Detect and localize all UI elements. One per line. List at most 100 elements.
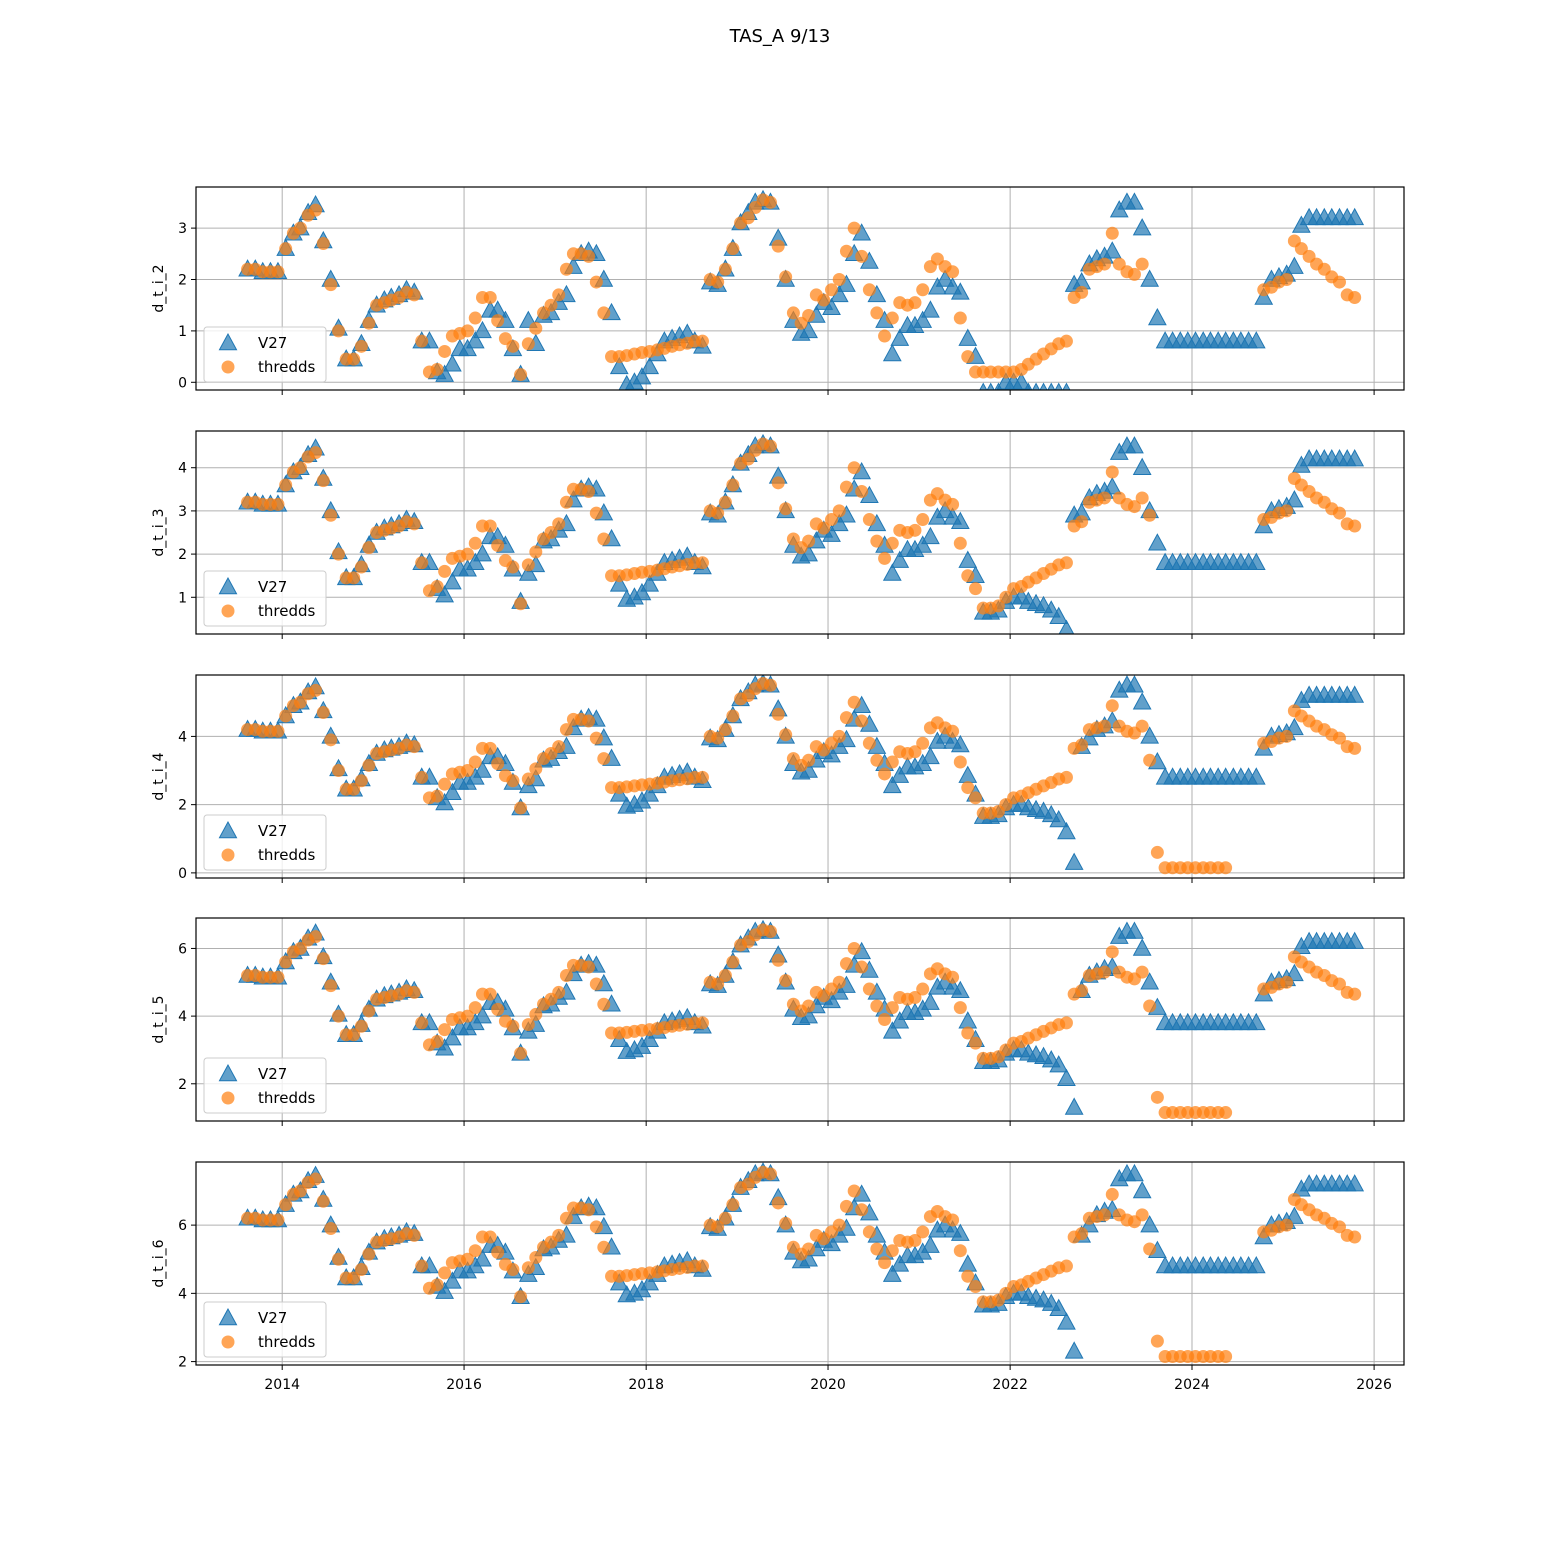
y-tick-label: 2	[178, 1355, 187, 1371]
legend-v27-marker	[218, 332, 238, 351]
thredds-point	[916, 283, 930, 297]
thredds-point	[953, 755, 967, 769]
thredds-point	[1135, 257, 1149, 271]
v27-point	[1125, 1163, 1144, 1182]
thredds-point	[916, 1225, 930, 1239]
thredds-point	[969, 791, 983, 805]
v27-point	[465, 552, 485, 570]
thredds-point	[1135, 1208, 1149, 1222]
subplot-5: 2 4 6 d_t_i_6 2014 2016 2018 2020 2022 2024 2026 V2…	[151, 1161, 1405, 1393]
thredds-point	[718, 1211, 732, 1225]
legend-box	[203, 570, 327, 627]
legend-box	[203, 1301, 327, 1358]
thredds-point	[878, 329, 892, 343]
thredds-point	[953, 1244, 967, 1258]
v27-point	[1345, 449, 1365, 467]
thredds-point	[597, 1240, 611, 1254]
data-markers	[238, 433, 1365, 634]
v27-point	[950, 734, 970, 753]
legend-v27-marker	[218, 820, 238, 839]
thredds-point	[506, 1262, 520, 1276]
thredds-point	[1219, 1349, 1233, 1363]
thredds-point	[885, 755, 899, 769]
thredds-point	[544, 298, 558, 312]
thredds-point	[953, 536, 967, 550]
thredds-point	[514, 1046, 528, 1060]
thredds-point	[324, 733, 338, 747]
v27-point	[882, 1021, 902, 1039]
thredds-point	[786, 532, 800, 546]
thredds-point	[802, 534, 816, 548]
thredds-point	[438, 777, 452, 791]
thredds-point	[1150, 1334, 1164, 1348]
thredds-point	[559, 495, 573, 509]
thredds-point	[293, 1184, 307, 1198]
thredds-point	[347, 352, 361, 366]
v27-point	[435, 1281, 455, 1299]
thredds-point	[1135, 719, 1149, 733]
thredds-point	[362, 541, 376, 555]
thredds-point	[885, 1001, 899, 1015]
thredds-point	[726, 709, 740, 723]
thredds-point	[331, 764, 345, 778]
thredds-point	[726, 1198, 740, 1212]
thredds-point	[779, 974, 793, 988]
v27-point	[640, 1029, 660, 1048]
thredds-point	[461, 1252, 475, 1266]
axes-frame	[195, 674, 1405, 879]
thredds-point	[293, 221, 307, 235]
v27-point	[1284, 1206, 1304, 1224]
thredds-point	[430, 789, 444, 803]
thredds-point	[961, 569, 975, 583]
thredds-point	[969, 1280, 983, 1294]
thredds-point	[597, 306, 611, 320]
legend: V27 thredds	[203, 1301, 327, 1358]
v27-point	[986, 382, 995, 390]
v27-point	[1246, 331, 1266, 349]
thredds-point	[271, 1213, 285, 1227]
thredds-point	[309, 683, 323, 697]
subplot-3: 0 2 4 d_t_i_4 V27 thredds	[151, 674, 1405, 883]
legend-thredds-marker	[221, 360, 235, 374]
v27-point	[1284, 256, 1304, 274]
thredds-point	[415, 334, 429, 348]
thredds-point	[461, 547, 475, 561]
legend-thredds-label: thredds	[258, 358, 315, 376]
v27-point	[979, 382, 988, 390]
thredds-point	[741, 452, 755, 466]
thredds-point	[309, 203, 323, 217]
v27-point	[921, 992, 940, 1010]
y-tick-label: 1	[178, 324, 187, 340]
thredds-point	[559, 969, 573, 983]
v27-point	[1132, 218, 1152, 236]
thredds-point	[316, 237, 330, 251]
thredds-point	[1280, 729, 1294, 743]
thredds-point	[1280, 1218, 1294, 1232]
v27-point	[890, 328, 910, 346]
thredds-point	[354, 1262, 368, 1276]
legend-box	[203, 814, 327, 871]
thredds-point	[430, 579, 444, 593]
thredds-point	[908, 991, 922, 1005]
thredds-point	[362, 1004, 376, 1018]
legend-thredds-marker	[221, 1091, 235, 1105]
thredds-point	[544, 526, 558, 539]
thredds-point	[763, 1167, 777, 1181]
thredds-point	[324, 1222, 338, 1236]
v27-point	[921, 1235, 940, 1253]
thredds-point	[916, 736, 930, 750]
thredds-point	[878, 767, 892, 781]
thredds-point	[779, 728, 793, 742]
v27-point	[1125, 436, 1144, 454]
v27-point	[1132, 692, 1152, 710]
v27-point	[1064, 1341, 1084, 1359]
thredds-point	[279, 242, 293, 256]
thredds-point	[1348, 519, 1362, 533]
thredds-point	[1150, 845, 1164, 859]
v27-point	[958, 1011, 978, 1029]
v27-point	[632, 582, 652, 601]
thredds-point	[870, 306, 884, 320]
thredds-point	[514, 801, 528, 815]
thredds-point	[1150, 1090, 1164, 1104]
thredds-point	[407, 1228, 421, 1242]
